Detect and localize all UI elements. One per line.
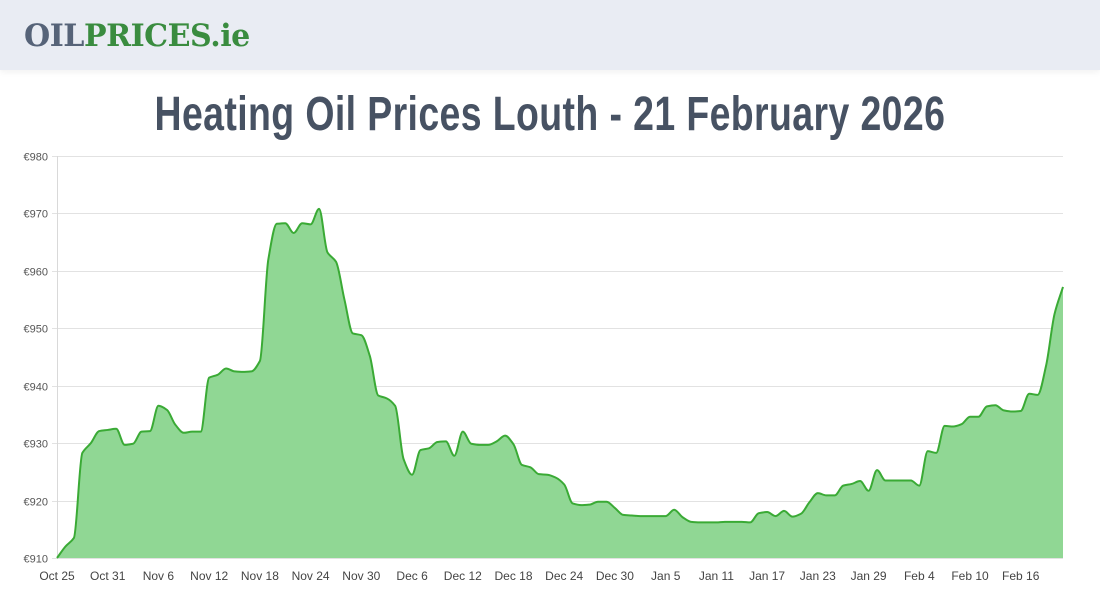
x-tick-label: Oct 25 [39,569,75,583]
y-axis: €910 €920 €930 €940 €950 €960 €970 €980 [24,152,48,566]
y-tick-label: €910 [24,554,48,566]
x-tick-label: Nov 6 [143,569,175,583]
y-tick-label: €920 [24,497,48,509]
x-tick-label: Feb 16 [1002,569,1040,583]
y-tick-label: €970 [24,209,48,221]
price-chart-svg: €910€920€930€940€950€960€970€980 Oct 25 O… [24,152,1064,583]
price-chart: €910 €920 €930 €940 €950 €960 €970 €980 Oct 25 O… [0,140,1100,600]
y-tick-label: €940 [24,382,48,394]
x-tick-label: Dec 6 [396,569,428,583]
x-tick-label: Jan 11 [699,569,734,583]
x-tick-label: Jan 5 [651,569,681,583]
site-logo[interactable]: OILPRICES.ie [24,16,250,56]
x-tick-label: Nov 18 [241,569,279,583]
price-line [56,207,1064,559]
logo-text-prices: PRICES [83,18,211,54]
x-tick-label: Dec 12 [444,569,482,583]
y-tick-label: €980 [24,152,48,164]
x-tick-label: Feb 10 [951,569,989,583]
x-tick-label: Dec 24 [545,569,583,583]
y-tick-label: €960 [24,267,48,279]
x-tick-label: Jan 29 [851,569,887,583]
logo-text-tld: .ie [210,18,250,54]
x-tick-label: Nov 12 [190,569,228,583]
x-tick-label: Dec 18 [494,569,532,583]
y-tick-label: €930 [24,439,48,451]
x-tick-label: Jan 17 [749,569,785,583]
x-axis: Oct 25 Oct 31 Nov 6 Nov 12 Nov 18 Nov 24 Nov 3… [39,569,1039,583]
x-tick-label: Nov 24 [292,569,330,583]
y-tick-label: €950 [24,324,48,336]
price-area-fill [57,208,1063,558]
site-header: OILPRICES.ie [0,0,1100,70]
x-tick-label: Oct 31 [90,569,126,583]
page-title: Heating Oil Prices Louth - 21 February 2… [0,84,1100,146]
x-tick-label: Jan 23 [800,569,836,583]
x-tick-label: Dec 30 [596,569,634,583]
logo-text-oil: OIL [24,18,84,54]
x-tick-label: Nov 30 [342,569,380,583]
x-tick-label: Feb 4 [904,569,935,583]
page-title-text: Heating Oil Prices Louth - 21 February 2… [154,88,946,141]
